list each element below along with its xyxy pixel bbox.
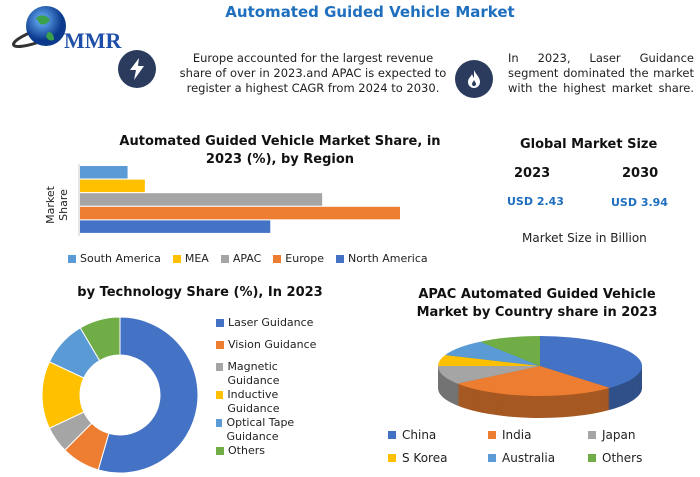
legend-label: India	[502, 428, 532, 442]
legend-label: Inductive Guidance	[227, 388, 280, 415]
legend-swatch	[216, 391, 224, 399]
lightning-icon	[118, 50, 156, 88]
legend-item-s-korea: S Korea	[388, 451, 488, 465]
market-size-title: Global Market Size	[520, 137, 658, 152]
legend-item-vision-guidance: Vision Guidance	[216, 338, 326, 352]
logo: MMR	[8, 4, 138, 54]
pie-3d-chart	[438, 336, 642, 418]
pie-slice-india	[457, 366, 610, 396]
legend-item-japan: Japan	[588, 428, 688, 442]
legend-swatch	[335, 254, 344, 263]
value-2023: USD 2.43	[507, 195, 564, 208]
pie-chart-title: APAC Automated Guided Vehicle Market by …	[416, 287, 658, 320]
bar-chart-title: Automated Guided Vehicle Market Share, i…	[119, 134, 441, 167]
legend-item-laser-guidance: Laser Guidance	[216, 316, 326, 330]
legend-label: Magnetic Guidance	[227, 360, 280, 387]
page-title: Automated Guided Vehicle Market	[225, 3, 515, 21]
bar-south-america	[80, 166, 128, 179]
logo-text: MMR	[64, 28, 122, 53]
legend-label: APAC	[232, 252, 262, 265]
note-laser: In 2023, Laser Guidance segment dominate…	[508, 51, 694, 95]
legend-swatch	[488, 454, 496, 462]
pie-slice-others	[480, 336, 540, 366]
flame-icon	[455, 60, 493, 98]
donut-legend: Laser Guidance Vision Guidance Magnetic Gu…	[216, 316, 326, 466]
legend-swatch	[216, 447, 224, 455]
legend-label: Optical Tape Guidance	[226, 416, 295, 443]
note-europe: Europe accounted for the largest revenue…	[179, 51, 447, 95]
pie-legend: China India Japan S Korea Australia Others	[388, 428, 688, 465]
legend-item-india: India	[488, 428, 588, 442]
legend-item-optical-tape-guidance: Optical Tape Guidance	[216, 416, 326, 444]
legend-item-australia: Australia	[488, 451, 588, 465]
legend-swatch	[172, 254, 181, 263]
legend-item-north-america: North America	[335, 252, 428, 265]
legend-swatch	[388, 431, 396, 439]
legend-label: North America	[347, 252, 428, 265]
legend-item-apac: APAC	[220, 252, 262, 265]
legend-item-europe: Europe	[273, 252, 324, 265]
legend-label: S Korea	[402, 451, 448, 465]
donut-slice-laser-guidance	[97, 316, 199, 474]
legend-label: Vision Guidance	[228, 338, 317, 351]
legend-item-mea: MEA	[172, 252, 209, 265]
donut-slice-others	[79, 316, 121, 362]
legend-swatch	[68, 254, 76, 263]
bar-europe	[80, 206, 400, 220]
legend-label: Australia	[502, 451, 556, 465]
legend-label: Japan	[602, 428, 636, 442]
legend-item-magnetic-guidance: Magnetic Guidance	[216, 360, 326, 388]
donut-chart-title: by Technology Share (%), In 2023	[77, 285, 323, 300]
legend-swatch	[216, 419, 223, 427]
pie-slice-australia	[445, 341, 540, 366]
legend-label: South America	[80, 252, 161, 265]
legend-swatch	[588, 431, 596, 439]
legend-swatch	[216, 341, 224, 349]
legend-label: Laser Guidance	[228, 316, 314, 329]
bar-apac	[80, 193, 323, 206]
donut-chart	[41, 316, 199, 474]
bar-legend: South America MEA APAC Europe North America	[68, 252, 428, 265]
legend-item-inductive-guidance: Inductive Guidance	[216, 388, 326, 416]
legend-item-others: Others	[216, 444, 326, 458]
value-2030: USD 3.94	[611, 196, 668, 209]
legend-label: Others	[228, 444, 265, 457]
legend-item-china: China	[388, 428, 488, 442]
bar-chart	[78, 164, 400, 236]
bar-mea	[80, 179, 145, 193]
legend-label: Others	[602, 451, 643, 465]
legend-label: MEA	[184, 252, 209, 265]
legend-item-others: Others	[588, 451, 688, 465]
year-2023: 2023	[514, 166, 551, 181]
legend-swatch	[273, 254, 282, 263]
legend-label: Europe	[285, 252, 324, 265]
globe-logo-icon	[11, 6, 66, 49]
legend-swatch	[388, 454, 396, 462]
legend-swatch	[216, 363, 224, 371]
legend-swatch	[220, 254, 229, 263]
pie-slice-china	[540, 336, 642, 388]
bar-north-america	[80, 220, 271, 233]
year-2030: 2030	[622, 166, 659, 181]
pie-slice-japan	[438, 366, 540, 384]
legend-swatch	[488, 431, 496, 439]
legend-label: China	[402, 428, 437, 442]
legend-swatch	[216, 319, 224, 327]
market-size-unit: Market Size in Billion	[522, 231, 647, 245]
legend-item-south-america: South America	[68, 252, 161, 265]
pie-slice-s-korea	[438, 354, 540, 366]
legend-swatch	[588, 454, 596, 462]
